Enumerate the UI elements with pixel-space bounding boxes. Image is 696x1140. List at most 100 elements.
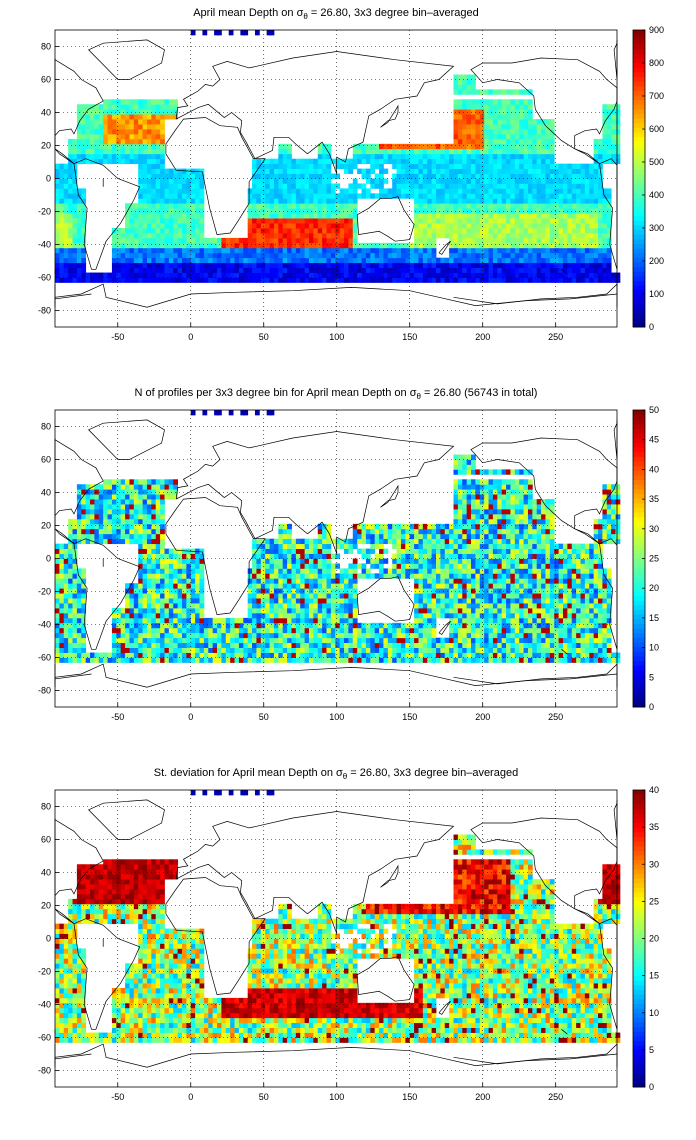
heatmap-cell: [484, 213, 489, 219]
heatmap-cell: [427, 218, 433, 224]
heatmap-cell: [571, 257, 577, 264]
heatmap-cell: [142, 223, 148, 229]
heatmap-cell: [59, 213, 65, 219]
heatmap-cell: [606, 129, 612, 135]
heatmap-cell: [282, 228, 288, 234]
heatmap-cell: [466, 119, 472, 125]
heatmap-cell: [308, 593, 314, 599]
heatmap-cell: [186, 277, 192, 283]
heatmap-cell: [59, 558, 65, 564]
heatmap-cell: [146, 558, 152, 564]
heatmap-cell: [116, 148, 122, 155]
heatmap-cell: [536, 277, 542, 283]
heatmap-cell: [396, 143, 402, 150]
heatmap-cell: [352, 208, 358, 214]
heatmap-cell: [269, 193, 275, 199]
heatmap-cell: [344, 218, 349, 224]
heatmap-cell: [195, 622, 200, 629]
heatmap-cell: [94, 652, 100, 658]
heatmap-cell: [116, 277, 122, 283]
heatmap-cell: [357, 267, 362, 273]
heatmap-cell: [252, 652, 257, 658]
heatmap-cell: [387, 247, 393, 254]
heatmap-cell: [308, 228, 314, 234]
heatmap-cell: [466, 277, 472, 283]
heatmap-cell: [308, 637, 314, 644]
heatmap-cell: [453, 232, 459, 239]
heatmap-cell: [287, 198, 292, 204]
heatmap-cell: [536, 218, 542, 224]
heatmap-cell: [611, 114, 616, 120]
heatmap-cell: [155, 242, 161, 249]
heatmap-cell: [81, 119, 87, 125]
heatmap-cell: [387, 277, 393, 283]
heatmap-cell: [488, 104, 494, 110]
heatmap-cell: [173, 232, 179, 239]
heatmap-cell: [247, 617, 253, 624]
heatmap-cell: [182, 583, 187, 589]
heatmap-cell: [330, 583, 336, 589]
heatmap-cell: [466, 143, 472, 150]
heatmap-cell: [155, 232, 161, 239]
heatmap-cell: [182, 267, 187, 273]
heatmap-cell: [107, 133, 113, 140]
heatmap-cell: [55, 257, 60, 264]
heatmap-cell: [457, 203, 463, 209]
heatmap-cell: [142, 548, 148, 554]
heatmap-cell: [457, 188, 463, 194]
heatmap-cell: [72, 627, 78, 634]
heatmap-cell: [260, 573, 266, 579]
heatmap-cell: [94, 277, 100, 283]
heatmap-cell: [330, 642, 336, 648]
heatmap-cell: [63, 622, 69, 629]
heatmap-cell: [536, 252, 542, 259]
heatmap-cell: [59, 627, 65, 634]
heatmap-cell: [300, 203, 306, 209]
heatmap-cell: [558, 193, 564, 199]
heatmap-cell: [203, 642, 209, 648]
heatmap-cell: [374, 257, 380, 264]
heatmap-cell: [225, 622, 231, 629]
heatmap-cell: [488, 114, 494, 120]
y-tick-label: 60: [41, 75, 51, 85]
colorbar-segment: [633, 81, 645, 87]
heatmap-cell: [155, 504, 161, 510]
heatmap-cell: [326, 237, 332, 244]
heatmap-cell: [116, 494, 122, 500]
heatmap-cell: [111, 523, 117, 530]
heatmap-cell: [606, 257, 612, 264]
colorbar-segment: [633, 178, 645, 184]
heatmap-cell: [562, 188, 568, 194]
heatmap-cell: [142, 578, 148, 584]
heatmap-cell: [120, 642, 126, 648]
heatmap-cell: [129, 247, 135, 254]
heatmap-cell: [598, 183, 603, 189]
heatmap-cell: [76, 632, 82, 639]
heatmap-cell: [453, 143, 459, 150]
heatmap-cell: [475, 119, 481, 125]
heatmap-cell: [217, 272, 222, 278]
heatmap-cell: [523, 257, 529, 264]
heatmap-cell: [330, 208, 336, 214]
heatmap-cell: [177, 573, 183, 579]
heatmap-cell: [300, 158, 306, 165]
heatmap-cell: [55, 598, 60, 604]
heatmap-cell: [186, 198, 192, 204]
heatmap-cell: [146, 647, 152, 653]
heatmap-cell: [247, 637, 253, 644]
heatmap-cell: [431, 247, 437, 254]
heatmap-cell: [580, 242, 586, 249]
heatmap-cell: [444, 232, 450, 239]
heatmap-cell: [497, 213, 503, 219]
heatmap-cell: [501, 158, 507, 165]
heatmap-cell: [536, 272, 542, 278]
heatmap-cell: [151, 533, 157, 540]
heatmap-cell: [523, 213, 529, 219]
heatmap-cell: [435, 257, 441, 264]
heatmap-cell: [567, 272, 573, 278]
heatmap-cell: [409, 267, 415, 273]
heatmap-cell: [68, 598, 73, 604]
heatmap-cell: [173, 657, 179, 663]
heatmap-cell: [238, 252, 244, 259]
heatmap-cell: [182, 277, 187, 283]
